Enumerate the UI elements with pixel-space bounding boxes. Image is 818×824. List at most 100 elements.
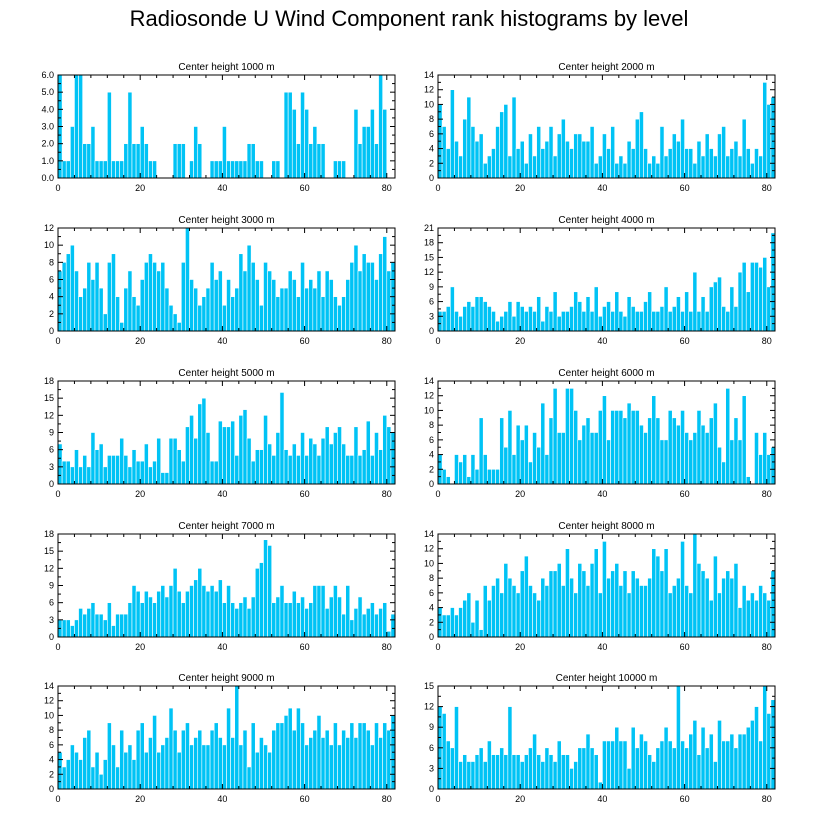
histogram-bar (536, 754, 542, 790)
histogram-bar (573, 291, 579, 332)
y-tick-label: 15 (424, 681, 434, 691)
histogram-bar (466, 761, 472, 790)
histogram-bar (349, 455, 355, 485)
histogram-bar (238, 253, 244, 332)
y-tick-label: 12 (44, 410, 54, 420)
histogram-bar (176, 143, 182, 179)
histogram-panel: Center height 3000 m 0 20 40 60 80 0 2 4 6 8 10 12 (44, 215, 396, 346)
histogram-bar (82, 287, 88, 332)
x-tick-label: 60 (300, 489, 310, 499)
histogram-bar (655, 162, 661, 179)
histogram-bar (552, 155, 558, 179)
histogram-bar (577, 439, 583, 485)
histogram-bar (487, 740, 492, 790)
histogram-bar (684, 148, 690, 179)
histogram-bar (717, 276, 722, 332)
histogram-bar (61, 160, 67, 179)
y-tick-label: 10 (424, 558, 434, 568)
histogram-bar (589, 311, 595, 332)
histogram-bar (316, 585, 322, 638)
y-tick-label: 4 (429, 603, 434, 613)
histogram-bar (287, 707, 293, 790)
histogram-bar (90, 602, 96, 638)
histogram-bar (201, 585, 207, 638)
histogram-bar (602, 133, 607, 179)
histogram-bar (86, 729, 92, 790)
histogram-bar (487, 468, 492, 485)
histogram-bar (131, 296, 137, 332)
histogram-bar (556, 740, 562, 790)
panel-title: Center height 7000 m (178, 521, 274, 532)
histogram-bar (234, 685, 240, 790)
y-tick-label: 10 (44, 710, 54, 720)
x-tick-label: 60 (680, 794, 690, 804)
figure-title: Radiosonde U Wind Component rank histogr… (129, 6, 689, 31)
histogram-panel: Center height 8000 m 0 20 40 60 80 0 2 4 6 8 10 12 14 (424, 521, 776, 652)
histogram-bar (148, 253, 153, 332)
histogram-bar (304, 109, 309, 179)
histogram-bar (131, 585, 137, 638)
histogram-bar (630, 410, 636, 485)
histogram-bar (263, 415, 268, 485)
y-tick-label: 12 (424, 267, 434, 277)
histogram-bar (717, 133, 722, 179)
histogram-bar (655, 555, 661, 638)
histogram-bar (676, 424, 681, 485)
histogram-bar (357, 722, 363, 790)
y-tick-label: 4 (429, 144, 434, 154)
histogram-bar (519, 570, 525, 638)
x-tick-label: 80 (762, 642, 772, 652)
histogram-bar (528, 585, 533, 638)
histogram-bar (708, 286, 714, 332)
y-tick-label: 21 (424, 223, 434, 233)
histogram-bar (441, 713, 447, 790)
y-tick-label: 3 (429, 763, 434, 773)
histogram-bar (238, 415, 244, 485)
histogram-bar (135, 143, 141, 179)
histogram-bar (123, 613, 129, 638)
histogram-bar (283, 91, 289, 179)
histogram-bar (357, 596, 363, 638)
histogram-bar (630, 726, 636, 790)
histogram-bar (684, 585, 690, 638)
histogram-bar (365, 608, 371, 638)
histogram-bar (589, 126, 595, 179)
histogram-bar (458, 155, 463, 179)
histogram-bar (491, 148, 496, 179)
histogram-bar (585, 733, 591, 790)
histogram-bar (688, 733, 694, 790)
histogram-bar (135, 729, 141, 790)
histogram-bar (205, 287, 211, 332)
histogram-bar (259, 449, 264, 485)
histogram-bar (382, 236, 388, 332)
histogram-bar (450, 286, 455, 332)
histogram-bar (560, 118, 566, 179)
histogram-bar (602, 395, 607, 485)
histogram-panel: Center height 7000 m 0 20 40 60 80 0 3 6 9 12 15 18 (44, 521, 396, 652)
histogram-bar (275, 722, 281, 790)
histogram-bar (193, 126, 199, 179)
histogram-bar (659, 570, 665, 638)
histogram-bar (441, 468, 447, 485)
x-tick-label: 60 (300, 336, 310, 346)
histogram-bar (671, 417, 677, 485)
histogram-bar (156, 590, 162, 638)
histogram-bar (565, 548, 570, 638)
x-tick-label: 60 (680, 489, 690, 499)
histogram-bar (65, 160, 71, 179)
y-tick-label: 9 (429, 722, 434, 732)
histogram-bar (296, 455, 301, 485)
histogram-bar (357, 270, 363, 332)
histogram-bar (296, 296, 301, 332)
histogram-bar (287, 91, 293, 179)
y-tick-label: 18 (44, 529, 54, 539)
histogram-bar (511, 585, 517, 638)
histogram-bar (164, 596, 170, 638)
histogram-bar (139, 460, 145, 485)
histogram-bar (684, 432, 690, 485)
histogram-bar (589, 432, 595, 485)
histogram-bar (287, 602, 293, 638)
histogram-bar (495, 320, 500, 332)
histogram-bar (536, 126, 542, 179)
histogram-bar (123, 287, 129, 332)
